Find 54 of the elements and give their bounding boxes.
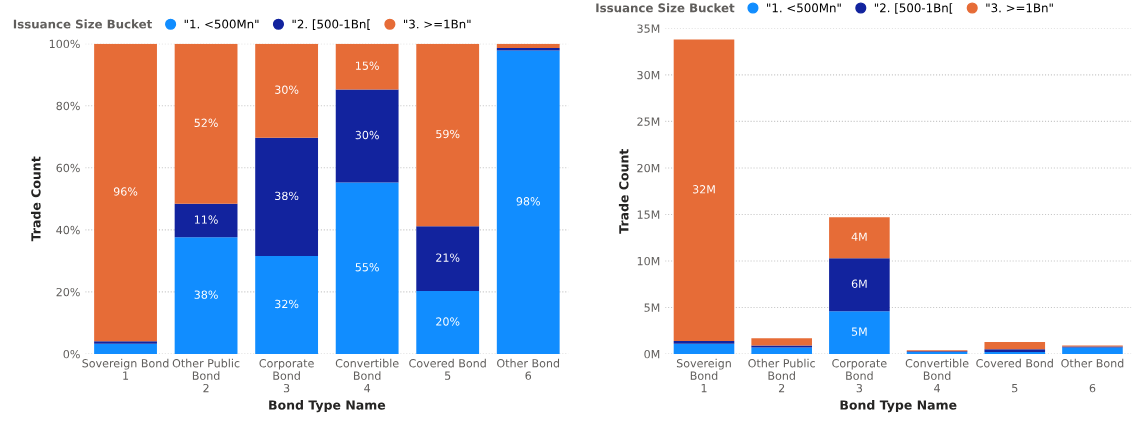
data-label: 4M [851,232,867,241]
y-tick-label: 10M [637,256,660,266]
y-tick-label: 5M [644,303,660,312]
y-tick-label: 30M [637,70,660,80]
y-tick-label: 20M [637,163,660,173]
data-label: 15% [356,61,379,70]
x-tick-label: Other Bond 6 [497,358,560,380]
x-tick-label: Other Public Bond 2 [172,358,240,393]
y-axis-title: Trade Count [31,156,41,242]
x-tick-label: Sovereign Bond 1 [676,358,731,393]
data-label: 30% [275,85,299,94]
data-label: 30% [355,130,379,140]
legend-label: "2. [500-1Bn[ [292,19,370,30]
data-label: 21% [436,253,460,262]
data-label: 96% [113,187,138,196]
x-tick-label: Convertible Bond 4 [335,358,399,393]
legend-label: "1. <500Mn" [184,19,259,29]
data-label: 59% [436,129,460,139]
x-tick-label: Other Public Bond 2 [748,358,815,393]
legend-title: Issuance Size Bucket [13,19,152,29]
data-label: 38% [194,290,218,299]
x-tick-label: Convertible Bond 4 [905,358,969,393]
y-tick-label: 80% [56,101,80,111]
legend-label: "3. >=1Bn" [986,3,1053,13]
data-label: 5M [851,327,867,336]
x-tick-label: Corporate Bond 3 [832,359,887,393]
legend-title: Issuance Size Bucket [596,3,735,13]
x-tick-label: Corporate Bond 3 [259,359,314,393]
legend-label: "1. <500Mn" [767,3,841,13]
y-tick-label: 0M [644,349,660,359]
y-tick-label: 25M [637,117,660,126]
legend-label: "3. >=1Bn" [404,19,471,29]
x-axis-title: Bond Type Name [840,400,957,413]
y-tick-label: 0% [63,349,80,359]
data-label: 6M [851,279,867,288]
y-tick-label: 100% [49,39,80,49]
x-tick-label: Covered Bond 5 [409,358,486,380]
data-label: 11% [194,215,218,224]
data-label: 20% [436,317,460,326]
y-tick-label: 20% [56,287,80,297]
data-label: 32M [692,185,715,194]
y-tick-label: 60% [56,163,80,173]
data-label: 38% [275,191,299,201]
data-label: 52% [194,118,218,127]
x-tick-label: Sovereign Bond 1 [82,358,169,380]
data-label: 32% [275,299,299,309]
y-tick-label: 15M [637,210,660,219]
legend-label: "2. [500-1Bn[ [874,3,953,14]
data-label: 98% [516,197,540,206]
x-axis-title: Bond Type Name [269,400,386,413]
y-tick-label: 35M [637,24,660,33]
y-tick-label: 40% [56,225,80,235]
y-axis-title: Trade Count [618,148,629,234]
data-label: 55% [355,263,379,272]
